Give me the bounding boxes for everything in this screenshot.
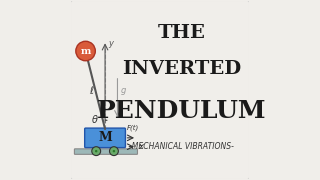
Text: y: y [108, 39, 114, 48]
FancyBboxPatch shape [70, 0, 250, 180]
Text: PENDULUM: PENDULUM [97, 99, 266, 123]
Circle shape [92, 147, 100, 156]
Text: -MECHANICAL VIBRATIONS-: -MECHANICAL VIBRATIONS- [129, 142, 234, 151]
FancyBboxPatch shape [75, 149, 138, 154]
Text: $\ell$: $\ell$ [89, 84, 94, 96]
Text: x: x [138, 142, 143, 151]
Circle shape [76, 41, 95, 61]
Text: THE: THE [157, 24, 205, 42]
Text: g: g [121, 86, 126, 94]
Text: M: M [98, 131, 112, 144]
Text: INVERTED: INVERTED [122, 60, 241, 78]
Circle shape [113, 150, 115, 152]
Circle shape [95, 150, 98, 152]
Text: F(t): F(t) [126, 124, 139, 131]
Text: m: m [80, 46, 91, 55]
Text: $\theta$: $\theta$ [92, 113, 99, 125]
Circle shape [109, 147, 118, 156]
FancyBboxPatch shape [85, 128, 125, 148]
